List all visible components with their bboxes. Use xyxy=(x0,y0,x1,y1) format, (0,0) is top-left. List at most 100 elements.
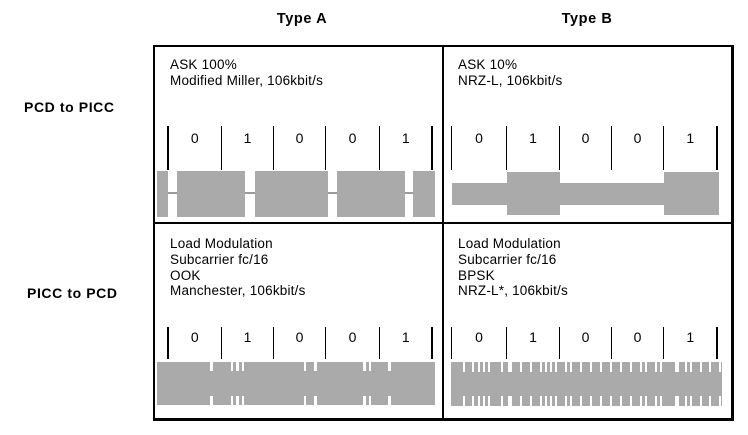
subcarrier-notch-top xyxy=(689,362,692,372)
bit-boundary-tick xyxy=(610,327,613,359)
modulation-text-line: BPSK xyxy=(458,267,495,283)
subcarrier-notch-bottom xyxy=(719,396,722,406)
ask-envelope-segment xyxy=(506,172,560,215)
subcarrier-notch-top xyxy=(570,362,573,372)
subcarrier-notch-top xyxy=(363,362,366,371)
subcarrier-notch-bottom xyxy=(477,396,480,406)
subcarrier-notch-bottom xyxy=(482,396,485,406)
subcarrier-notch-top xyxy=(210,362,213,371)
subcarrier-notch-bottom xyxy=(689,396,692,406)
bit-boundary-tick xyxy=(662,126,665,170)
subcarrier-notch-bottom xyxy=(519,396,522,406)
subcarrier-notch-bottom xyxy=(709,396,712,406)
subcarrier-notch-top xyxy=(368,362,371,371)
bit-value-label: 0 xyxy=(468,131,490,146)
subcarrier-notch-top xyxy=(539,362,542,372)
bit-value-label: 0 xyxy=(183,131,206,146)
subcarrier-notch-bottom xyxy=(529,396,532,406)
cell-type-b-picc-description: Load Modulation Subcarrier fc/16 BPSK NR… xyxy=(458,236,568,299)
subcarrier-notch-bottom xyxy=(549,396,552,406)
subcarrier-notch-bottom xyxy=(580,396,582,406)
subcarrier-notch-top xyxy=(684,362,687,372)
ask-envelope-segment xyxy=(559,182,664,205)
subcarrier-envelope-band xyxy=(451,362,722,406)
bit-value-label: 0 xyxy=(626,131,649,146)
subcarrier-notch-bottom xyxy=(368,396,371,405)
bit-value-label: 0 xyxy=(341,330,364,345)
carrier-on-block xyxy=(177,171,245,217)
modulation-text-line: OOK xyxy=(170,267,201,283)
subcarrier-notch-top xyxy=(477,362,480,372)
subcarrier-notch-top xyxy=(719,362,722,372)
subcarrier-notch-top xyxy=(580,362,582,372)
subcarrier-notch-bottom xyxy=(654,396,657,406)
subcarrier-notch-bottom xyxy=(388,396,391,405)
load-modulation-text-line: Load Modulation xyxy=(170,236,273,251)
subcarrier-notch-bottom xyxy=(564,396,567,406)
subcarrier-notch-top xyxy=(500,362,503,372)
subcarrier-notch-bottom xyxy=(674,396,680,406)
column-divider-line xyxy=(442,47,444,418)
bit-boundary-tick xyxy=(378,126,381,170)
subcarrier-notch-top xyxy=(230,362,233,371)
bit-boundary-tick xyxy=(662,327,665,359)
subcarrier-notch-bottom xyxy=(699,396,702,406)
subcarrier-notch-bottom xyxy=(507,396,513,406)
subcarrier-notch-bottom xyxy=(500,396,503,406)
subcarrier-text-line: Subcarrier fc/16 xyxy=(170,251,269,267)
subcarrier-notch-top xyxy=(482,362,485,372)
bit-value-label: 1 xyxy=(394,131,417,146)
subcarrier-notch-top xyxy=(544,362,547,372)
subcarrier-notch-top xyxy=(654,362,657,372)
bit-value-label: 1 xyxy=(679,131,702,146)
subcarrier-notch-bottom xyxy=(236,396,239,405)
bit-value-label: 1 xyxy=(236,330,259,345)
bit-value-label: 1 xyxy=(236,131,259,146)
table-outer-border xyxy=(153,45,734,421)
bit-boundary-tick xyxy=(272,327,275,359)
bit-value-label: 0 xyxy=(288,330,311,345)
subcarrier-notch-top xyxy=(699,362,702,372)
bit-boundary-tick xyxy=(220,126,223,170)
bit-value-label: 0 xyxy=(341,131,364,146)
bit-boundary-tick xyxy=(558,126,561,170)
bit-boundary-tick xyxy=(716,327,718,359)
subcarrier-notch-bottom xyxy=(640,396,643,406)
subcarrier-notch-bottom xyxy=(210,396,213,405)
subcarrier-notch-top xyxy=(462,362,465,372)
subcarrier-notch-bottom xyxy=(363,396,366,405)
row-label-picc-to-pcd: PICC to PCD xyxy=(27,285,118,301)
bit-boundary-tick xyxy=(272,126,275,170)
carrier-on-block xyxy=(254,171,328,217)
bit-boundary-tick xyxy=(716,126,718,170)
coding-text-line: Modified Miller, 106kbit/s xyxy=(170,72,324,88)
bit-value-label: 0 xyxy=(468,330,490,345)
subcarrier-notch-bottom xyxy=(610,396,613,406)
bit-value-label: 0 xyxy=(626,330,649,345)
subcarrier-notch-bottom xyxy=(684,396,687,406)
subcarrier-notch-bottom xyxy=(590,396,593,406)
subcarrier-notch-top xyxy=(600,362,603,372)
subcarrier-notch-bottom xyxy=(570,396,573,406)
bit-boundary-tick xyxy=(450,327,453,359)
subcarrier-notch-bottom xyxy=(554,396,557,406)
cell-type-b-pcd-description: ASK 10% NRZ-L, 106kbit/s xyxy=(458,57,562,89)
subcarrier-notch-top xyxy=(241,362,244,371)
subcarrier-notch-bottom xyxy=(462,396,465,406)
subcarrier-notch-bottom xyxy=(230,396,233,405)
ask-envelope-segment xyxy=(663,172,719,215)
bit-value-label: 1 xyxy=(679,330,702,345)
column-header-type-b: Type B xyxy=(561,11,613,27)
bit-boundary-tick xyxy=(431,327,433,359)
bit-boundary-tick xyxy=(450,126,453,170)
bit-boundary-tick xyxy=(610,126,613,170)
subcarrier-notch-top xyxy=(590,362,593,372)
carrier-on-block xyxy=(413,171,435,217)
subcarrier-notch-top xyxy=(620,362,623,372)
subcarrier-notch-bottom xyxy=(488,396,491,406)
cell-type-a-pcd-description: ASK 100% Modified Miller, 106kbit/s xyxy=(170,57,323,89)
subcarrier-notch-top xyxy=(519,362,522,372)
modulation-text-line: ASK 100% xyxy=(170,57,237,72)
modulation-text-line: ASK 10% xyxy=(458,57,518,72)
